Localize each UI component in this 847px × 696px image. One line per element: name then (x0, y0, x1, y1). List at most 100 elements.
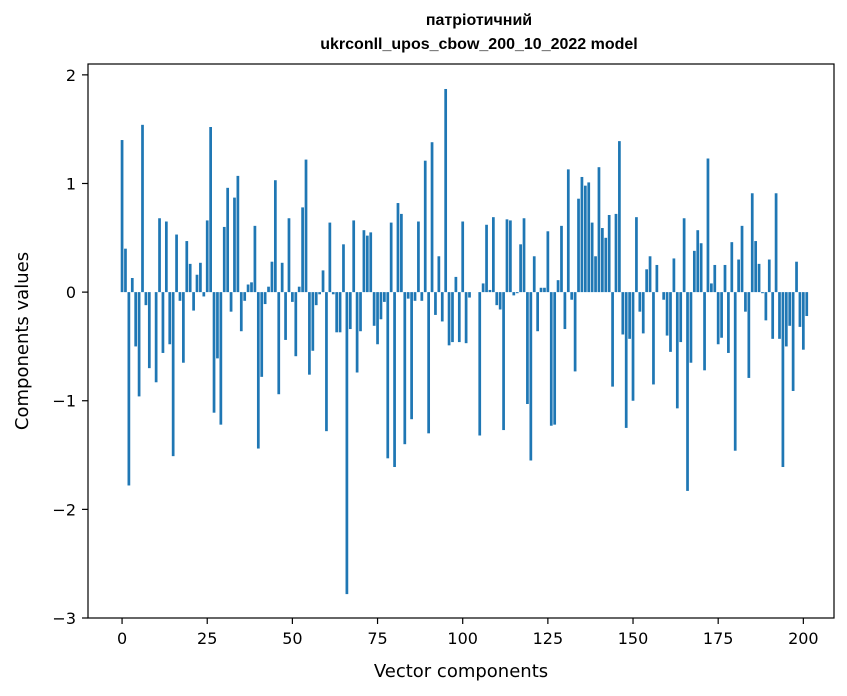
bar-56 (311, 292, 315, 351)
bar-177 (723, 264, 727, 293)
bar-171 (703, 292, 706, 371)
bar-20 (188, 263, 192, 293)
bar-31 (226, 187, 230, 293)
bar-96 (447, 292, 451, 346)
bar-106 (481, 283, 485, 293)
bar-190 (767, 259, 771, 293)
bar-116 (515, 292, 519, 294)
bar-180 (733, 292, 737, 451)
bar-69 (355, 292, 359, 373)
y-tick-label: 1 (66, 174, 76, 193)
bar-178 (727, 292, 730, 353)
bar-197 (791, 292, 795, 391)
bar-148 (624, 292, 628, 428)
bar-98 (454, 276, 458, 293)
bar-39 (253, 225, 257, 293)
bar-163 (675, 292, 679, 409)
bar-108 (488, 289, 492, 293)
bar-189 (764, 292, 768, 321)
bar-146 (618, 141, 621, 293)
x-tick-label: 75 (367, 629, 387, 648)
bar-174 (713, 264, 717, 293)
x-axis-ticks: 0 25 50 75 100 125 150 175 200 (117, 618, 819, 648)
bar-43 (267, 286, 270, 293)
bar-49 (287, 218, 291, 293)
bar-157 (655, 264, 659, 293)
y-tick-label: 2 (66, 66, 76, 85)
bar-176 (720, 292, 723, 338)
bar-99 (457, 292, 461, 343)
bar-42 (263, 292, 267, 305)
x-axis-label: Vector components (374, 661, 548, 682)
bar-161 (669, 292, 672, 352)
bar-109 (491, 217, 495, 293)
bar-107 (485, 224, 488, 293)
bar-24 (202, 292, 206, 297)
bar-8 (147, 292, 151, 369)
bar-155 (648, 256, 652, 293)
bar-172 (706, 158, 710, 293)
bar-139 (594, 256, 597, 293)
bar-127 (553, 292, 557, 425)
bar-132 (570, 292, 574, 300)
bar-23 (199, 262, 202, 293)
y-tick-label: −1 (52, 392, 76, 411)
bar-5 (137, 292, 141, 397)
bar-37 (246, 284, 250, 293)
x-tick-label: 50 (282, 629, 302, 648)
bar-111 (498, 292, 502, 310)
chart-title-line-2: ukrconll_upos_cbow_200_10_2022 model (320, 36, 638, 53)
bar-167 (689, 292, 693, 363)
bar-48 (284, 292, 287, 340)
bar-126 (549, 292, 553, 426)
bar-87 (417, 221, 420, 293)
bar-80 (393, 292, 396, 468)
bar-44 (270, 261, 274, 293)
bar-186 (754, 241, 758, 293)
bar-59 (321, 270, 325, 293)
bar-162 (672, 258, 676, 293)
bar-16 (175, 234, 178, 293)
bar-28 (216, 292, 219, 359)
bar-181 (737, 259, 740, 293)
bar-121 (532, 256, 536, 293)
bar-17 (178, 292, 182, 301)
bar-11 (158, 218, 161, 293)
bar-117 (519, 244, 522, 293)
bar-47 (280, 262, 284, 293)
bar-18 (182, 292, 185, 363)
bar-53 (301, 207, 304, 293)
bar-130 (563, 292, 567, 330)
bar-34 (236, 175, 240, 293)
bar-179 (730, 242, 734, 293)
bar-137 (587, 182, 591, 293)
bar-35 (239, 292, 243, 332)
bar-201 (805, 292, 809, 317)
bar-164 (679, 292, 683, 343)
bar-193 (778, 292, 781, 339)
bar-41 (260, 292, 264, 377)
bar-110 (495, 292, 499, 306)
bar-51 (294, 292, 298, 357)
bar-74 (372, 292, 376, 326)
chart-title-line-1: патріотичний (425, 12, 533, 29)
bar-32 (229, 292, 233, 312)
bar-124 (543, 287, 546, 293)
y-tick-label: −3 (52, 609, 76, 628)
bar-165 (682, 218, 686, 293)
bar-94 (440, 292, 444, 322)
bar-79 (389, 222, 393, 293)
bar-142 (604, 237, 608, 293)
bar-25 (205, 220, 209, 293)
bar-140 (597, 167, 601, 293)
y-axis-label: Components values (12, 252, 33, 430)
bar-71 (362, 230, 366, 293)
x-tick-label: 150 (618, 629, 649, 648)
bar-123 (539, 287, 543, 293)
bars-group (120, 88, 809, 595)
bar-183 (744, 292, 747, 312)
bar-54 (304, 159, 308, 293)
bar-21 (192, 292, 195, 311)
bar-58 (318, 292, 321, 295)
